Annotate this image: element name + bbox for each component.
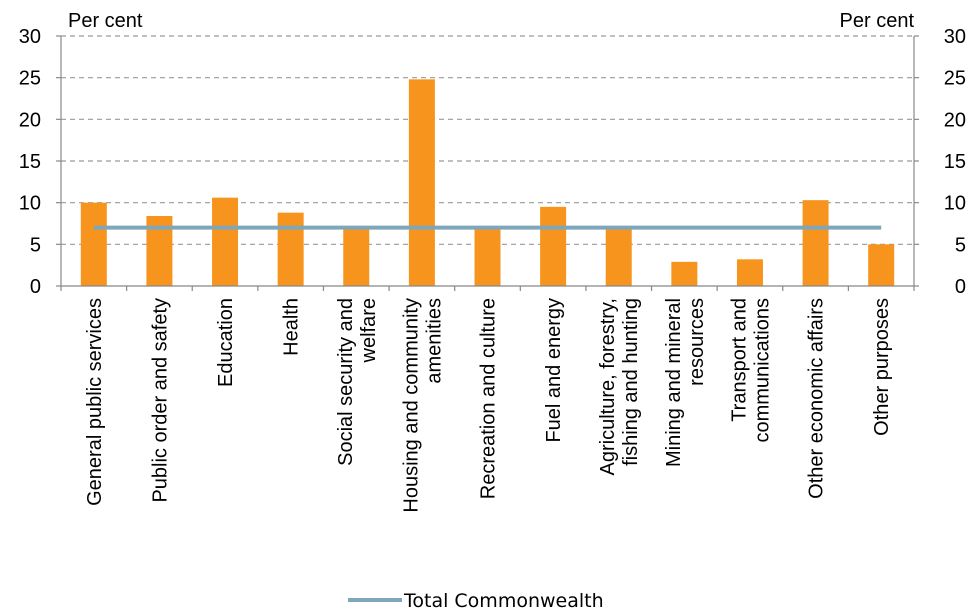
bar xyxy=(605,229,632,286)
legend: Total Commonwealth xyxy=(348,590,604,609)
y-axis-right-ticks: 0 5 10 15 20 25 30 xyxy=(944,26,966,298)
y-tick-label-left: 30 xyxy=(19,26,41,48)
category-label-line: Recreation and culture xyxy=(478,298,500,499)
category-label: General public services xyxy=(84,298,106,506)
category-label-line: welfare xyxy=(358,298,380,363)
category-label-line: communications xyxy=(751,298,773,443)
bar xyxy=(671,261,698,286)
category-label-line: resources xyxy=(686,298,708,386)
bar xyxy=(474,229,501,286)
y-tick-label-left: 15 xyxy=(19,151,41,173)
y-axis-right-unit-label: Per cent xyxy=(840,10,915,32)
category-label: Recreation and culture xyxy=(478,298,500,499)
category-label-line: General public services xyxy=(84,298,106,506)
category-label-line: Public order and safety xyxy=(149,298,171,503)
bar xyxy=(408,79,435,286)
bar xyxy=(277,212,304,286)
y-tick-label-left: 0 xyxy=(30,276,41,298)
category-label-line: Health xyxy=(281,298,303,356)
category-label-line: Other economic affairs xyxy=(806,298,828,499)
bar xyxy=(868,244,895,286)
bar xyxy=(540,206,567,286)
y-tick-label-left: 10 xyxy=(19,193,41,215)
bar xyxy=(212,197,239,286)
category-label-line: Mining and mineral xyxy=(663,298,685,467)
category-label: Education xyxy=(215,298,237,387)
bar xyxy=(80,202,107,286)
category-label: Agriculture, forestry, fishing and huntin… xyxy=(597,298,642,475)
y-tick-label-left: 25 xyxy=(19,68,41,90)
category-label-line: amenities xyxy=(423,298,445,384)
category-label-line: Other purposes xyxy=(871,298,893,436)
y-tick-label-right: 10 xyxy=(944,193,966,215)
bar xyxy=(802,200,829,286)
y-tick-label-right: 30 xyxy=(944,26,966,48)
category-label: Fuel and energy xyxy=(543,298,565,443)
x-axis-categories: General public services Public order and … xyxy=(84,298,893,513)
y-tick-label-right: 0 xyxy=(955,276,966,298)
y-tick-label-right: 25 xyxy=(944,68,966,90)
legend-label: Total Commonwealth xyxy=(403,590,604,609)
category-label: Public order and safety xyxy=(149,298,171,503)
category-label-line: Housing and community xyxy=(400,298,422,513)
category-label-line: Education xyxy=(215,298,237,387)
category-label: Social security and welfare xyxy=(335,298,380,466)
y-tick-label-right: 20 xyxy=(944,109,966,131)
bar xyxy=(343,229,370,286)
bar xyxy=(736,259,763,286)
bar-series xyxy=(80,79,895,286)
y-tick-label-right: 15 xyxy=(944,151,966,173)
category-label: Transport and communications xyxy=(728,298,773,443)
category-label-line: Fuel and energy xyxy=(543,298,565,443)
category-label: Mining and mineral resources xyxy=(663,298,708,467)
y-axis-left-unit-label: Per cent xyxy=(68,10,143,32)
y-tick-label-left: 20 xyxy=(19,109,41,131)
y-tick-label-right: 5 xyxy=(955,234,966,256)
y-axis-left-ticks: 0 5 10 15 20 25 30 xyxy=(19,26,41,298)
category-label: Housing and community amenities xyxy=(400,298,445,513)
category-label-line: Transport and xyxy=(728,298,750,422)
category-label: Other purposes xyxy=(871,298,893,436)
y-tick-label-left: 5 xyxy=(30,234,41,256)
gridlines xyxy=(61,35,914,245)
category-label-line: fishing and hunting xyxy=(620,298,642,466)
category-label: Health xyxy=(281,298,303,356)
category-label-line: Social security and xyxy=(335,298,357,466)
axes xyxy=(56,35,919,291)
category-label: Other economic affairs xyxy=(806,298,828,499)
category-label-line: Agriculture, forestry, xyxy=(597,298,619,475)
